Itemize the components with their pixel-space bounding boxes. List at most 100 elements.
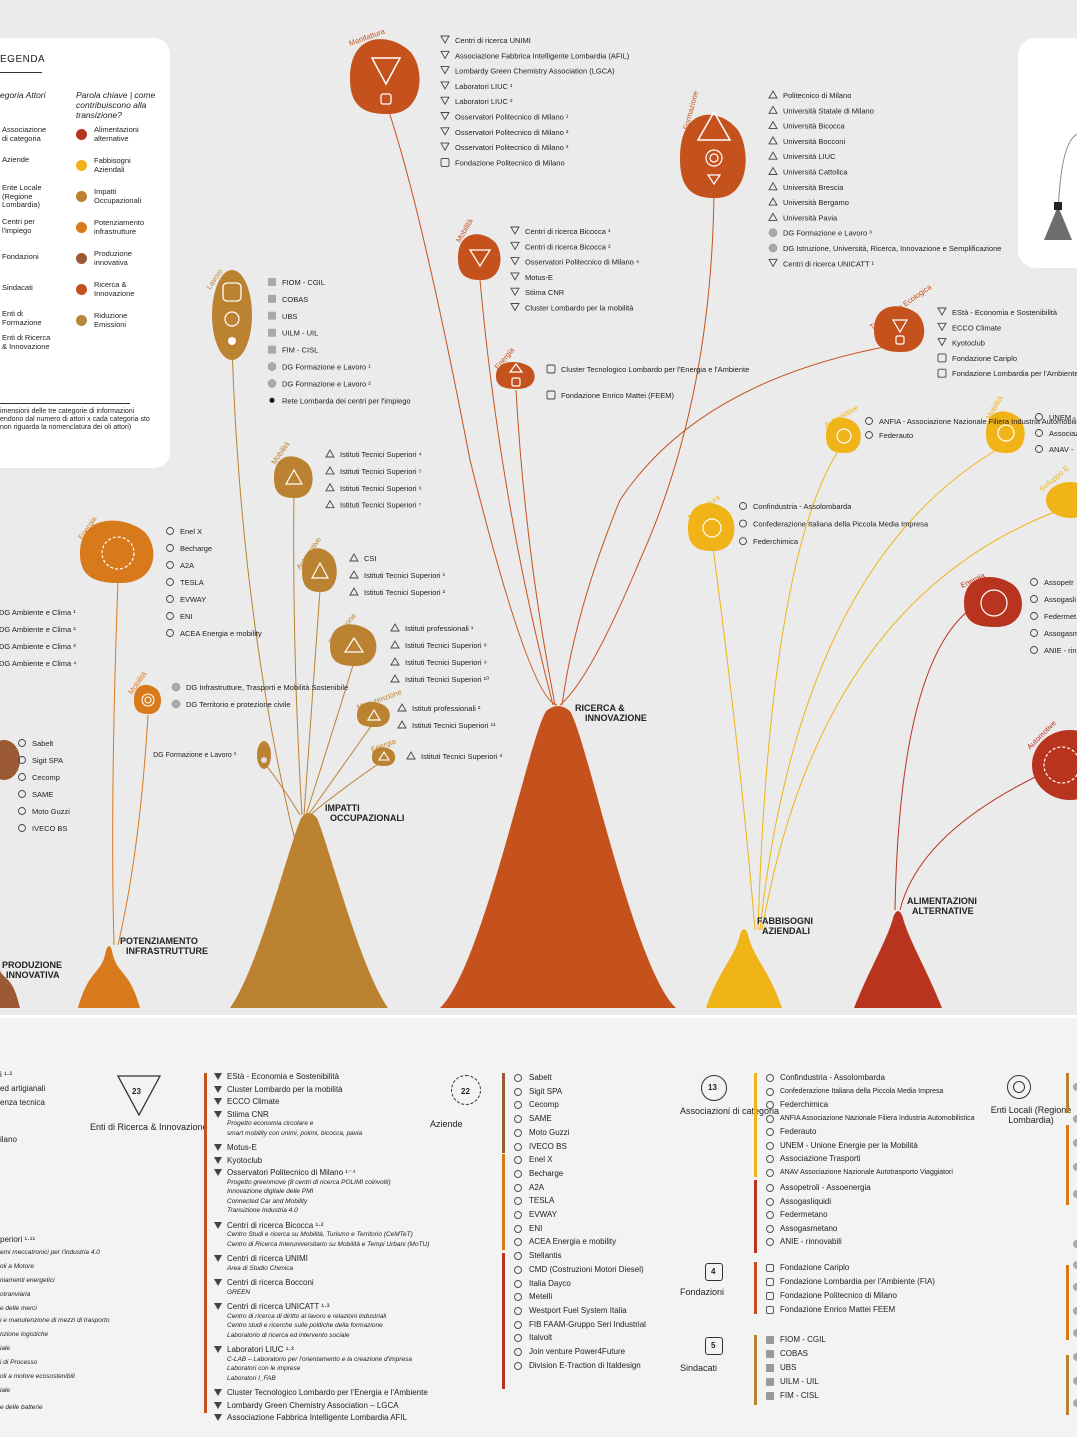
blob-automotive-fa-icon	[836, 428, 852, 444]
ricerca-item-7: Centri di ricerca Bicocca ¹·²	[227, 1220, 324, 1230]
lavoro-item-7: Rete Lombarda dei centri per l'impiego	[282, 396, 411, 405]
ricerca-sub-3-1: smart mobility con unimi, polimi, bicocc…	[227, 1129, 363, 1137]
fondazione-item-3: Fondazione Enrico Mattei FEEM	[780, 1305, 896, 1314]
mobilita_ri-item-2: Osservatori Politecnico di Milano ⁴	[525, 258, 639, 267]
sindacati-marker-icon	[766, 1364, 774, 1372]
mountain-fabbisogni-aziendali	[706, 929, 782, 1008]
legend-keyword-5: Ricerca & Innovazione	[94, 280, 135, 298]
lavoro-item-6: DG Formazione e Lavoro ²	[282, 379, 371, 388]
blob-sviluppo-fa	[1046, 482, 1077, 518]
ricerca-item-1: Cluster Lombardo per la mobilità	[227, 1084, 343, 1094]
azienda-item-4: Moto Guzzi	[529, 1127, 570, 1137]
azienda-item-1: Sigit SPA	[529, 1086, 563, 1096]
ricerca-sub-7-0: Centro Studi e ricerca su Mobilità, Turi…	[227, 1231, 413, 1238]
triangle-marker-icon	[768, 90, 778, 99]
ricerca-item-3: Stiima CNR	[227, 1109, 269, 1119]
legend-actor-6: Enti di Formazione	[2, 309, 42, 327]
associazione-item-7: ANAV Associazione Nazionale Autotrasport…	[780, 1168, 953, 1176]
triangle-down-marker-icon	[937, 307, 947, 316]
left-partial-12: iale	[0, 1345, 11, 1352]
triangle-marker-icon	[768, 120, 778, 130]
lavoro-item-0: FIOM - CGIL	[282, 278, 325, 287]
manifattura_fa-item-0: Confindustria - Assolombarda	[753, 502, 852, 511]
enti-locali-marker-icon	[1073, 1377, 1077, 1385]
fondazioni-square-marker-icon	[766, 1292, 774, 1300]
mobilita_ri-item-3: Motus-E	[525, 273, 553, 282]
azienda-item-3: SAME	[529, 1114, 552, 1124]
ricerca-list-bar	[204, 1073, 207, 1413]
circle-marker-icon	[18, 773, 26, 781]
aziende-bar-3	[502, 1253, 505, 1389]
triangle-marker-icon	[406, 751, 416, 760]
ricerca-item-12: Cluster Tecnologico Lombardo per l'Energ…	[227, 1388, 428, 1397]
circle-marker-icon	[739, 502, 747, 510]
legend-note: imensioni delle tre categorie di informa…	[0, 408, 150, 431]
associazione-item-1: Confederazione Italiana della Piccola Me…	[780, 1087, 944, 1095]
energia_ri-item-0: Cluster Tecnologico Lombardo per l'Energ…	[561, 365, 749, 374]
dg-ambiente-item-2: DG Ambiente e Clima ³	[0, 642, 76, 651]
triangle-down-marker-icon	[510, 241, 520, 251]
ricerca-list-marker-icon	[214, 1073, 222, 1080]
right-panel-graphic	[1044, 133, 1077, 240]
left-partial-15: iale	[0, 1387, 11, 1394]
circle-marker-icon	[739, 537, 747, 546]
dg-ambiente-item-3: DG Ambiente e Clima ⁴	[0, 659, 76, 668]
sindacati-marker-icon	[766, 1350, 774, 1358]
mobilita_ri-item-1: Centri di ricerca Bicocca ²	[525, 242, 611, 251]
triangle-marker-icon	[349, 553, 359, 562]
left-partial-4: periori ¹·¹¹	[0, 1235, 36, 1244]
sindacato-item-2: UBS	[780, 1363, 797, 1372]
transizione-item-0: EStà - Economia e Sostenibilità	[952, 308, 1058, 317]
ricerca-list-marker-icon	[214, 1303, 222, 1310]
aziende-bar-2	[502, 1154, 505, 1250]
lavoro-item-3: UILM - UIL	[282, 329, 318, 338]
ricerca-item-8: Centri di ricerca UNIMI	[227, 1254, 308, 1263]
azienda-item-13: Stellantis	[529, 1251, 562, 1261]
circle-marker-icon	[865, 417, 873, 425]
formazione-item-9: DG Formazione e Lavoro ³	[783, 229, 872, 238]
fondazioni-square-marker-icon	[766, 1278, 774, 1286]
ricerca-list-marker-icon	[214, 1279, 222, 1286]
ricerca-list-marker-icon	[214, 1144, 222, 1151]
aziende-circle-marker-icon	[514, 1279, 522, 1288]
associazione-item-2: Federchimica	[780, 1100, 829, 1109]
aziende-bar-1	[502, 1073, 505, 1153]
stem-mobilita-ri	[479, 279, 554, 706]
mountain-label-fabbisogni-2: AZIENDALI	[762, 926, 810, 936]
ricerca-item-5: Kyotoclub	[227, 1155, 263, 1165]
produzione_io-item-3: Istituti Tecnici Superiori ¹⁰	[405, 675, 489, 684]
enti-locali-marker-icon	[1073, 1083, 1077, 1091]
blob-lavoro	[212, 270, 252, 360]
associazioni-circle-marker-icon	[766, 1224, 774, 1233]
triangle-down-marker-icon	[510, 226, 520, 235]
left-partial-6: oli a Motore	[0, 1263, 34, 1270]
enti-ricerca-triangle-icon	[116, 1075, 162, 1117]
blob-energia-ri-square-icon	[511, 377, 521, 387]
transizione-item-4: Fondazione Lombardia per l'Ambiente	[952, 369, 1077, 378]
left-partial-9: e delle merci	[0, 1305, 37, 1312]
azienda-item-5: IVECO BS	[529, 1141, 567, 1151]
azienda-item-7: Becharge	[529, 1168, 564, 1178]
ricerca-sub-11-1: Laboratori con le imprese	[227, 1365, 301, 1372]
blob-lavoro-circle-icon	[224, 311, 240, 327]
bottom-summary: i ¹·² ed artigianali enza tecnica ilano peri…	[0, 1015, 1077, 1437]
stem-manutenzione-io	[307, 721, 375, 816]
circle-marker-icon	[166, 561, 174, 569]
stem-automotive-al	[899, 769, 1051, 911]
legend-actor-3: Centri per l'impiego	[2, 217, 35, 235]
azienda-item-16: Metelli	[529, 1292, 553, 1302]
triangle-down-marker-icon	[440, 50, 450, 60]
formazione-item-3: Università Bocconi	[783, 137, 845, 146]
formazione-item-2: Università Bicocca	[783, 122, 846, 131]
fondazioni-square-marker-icon	[766, 1306, 774, 1314]
triangle-down-marker-icon	[440, 96, 450, 106]
mountain-alimentazioni-alternative	[854, 911, 942, 1008]
ricerca-sub-3-0: Progetto economia circolare e	[227, 1120, 314, 1127]
energia_pi-item-6: ACEA Energia e mobility	[180, 629, 262, 638]
aziende-count: 22	[461, 1087, 470, 1096]
left-partial-10: i e manutenzione di mezzi di trasporto	[0, 1317, 110, 1324]
blob-energia-io	[372, 747, 396, 767]
triangle-down-marker-icon	[937, 338, 947, 347]
circle-marker-icon	[1030, 595, 1038, 603]
